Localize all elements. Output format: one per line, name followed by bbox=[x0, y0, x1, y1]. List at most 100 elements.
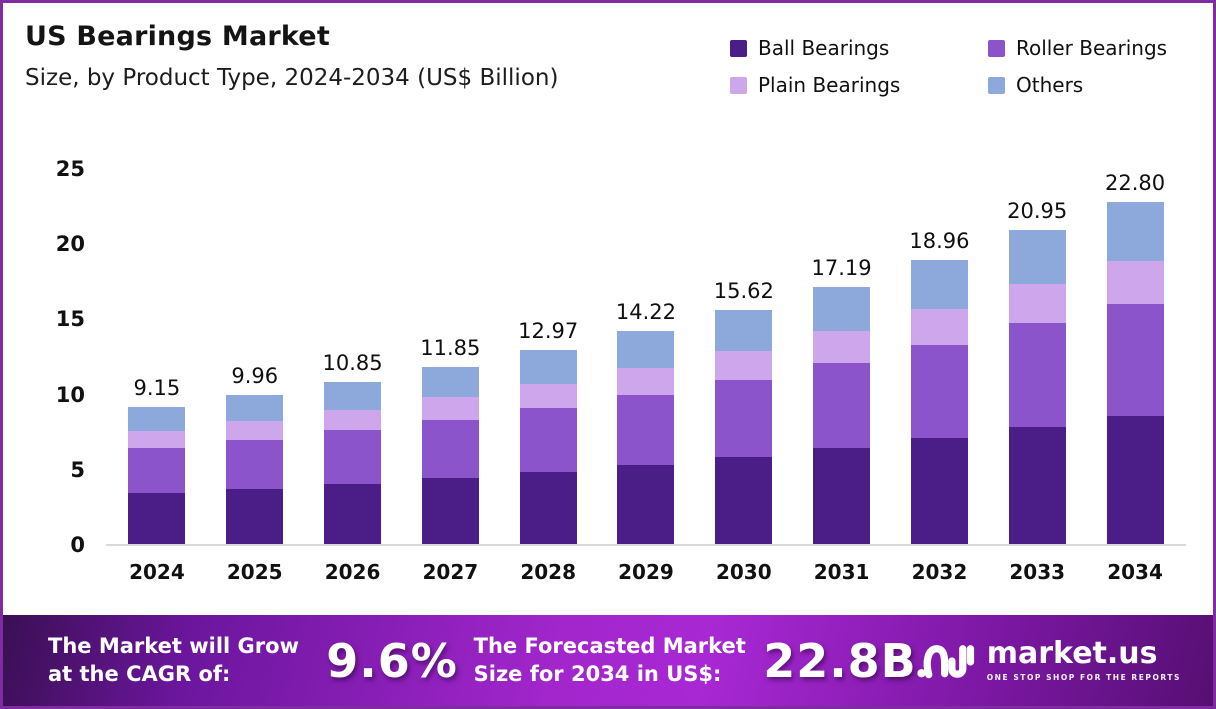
brand-name: market.us bbox=[986, 636, 1158, 671]
legend-label: Others bbox=[1016, 73, 1084, 97]
bar-total-label-2026: 10.85 bbox=[322, 350, 383, 375]
x-label-2033: 2033 bbox=[1009, 560, 1066, 584]
bar-segment-plain-bearings-2030 bbox=[715, 350, 773, 380]
bar-segment-roller-bearings-2025 bbox=[226, 439, 284, 489]
bar-segment-others-2025 bbox=[226, 395, 284, 421]
bar-segment-roller-bearings-2027 bbox=[421, 419, 479, 479]
brand-text: market.us ONE STOP SHOP FOR THE REPORTS bbox=[986, 636, 1181, 683]
bar-2034: 22.80 2034 bbox=[1104, 169, 1166, 584]
cagr-label: The Market will Grow at the CAGR of: bbox=[48, 633, 323, 688]
bar-segment-ball-bearings-2032 bbox=[910, 438, 968, 545]
bar-total-label-2034: 22.80 bbox=[1104, 171, 1166, 196]
bar-segment-ball-bearings-2030 bbox=[715, 456, 773, 545]
bar-segment-roller-bearings-2031 bbox=[813, 363, 871, 448]
bar-segment-others-2024 bbox=[128, 407, 186, 432]
bar-segment-ball-bearings-2024 bbox=[128, 493, 186, 545]
bar-segment-plain-bearings-2025 bbox=[226, 420, 284, 440]
forecast-value: 22.8B bbox=[763, 633, 917, 688]
bar-total-label-2029: 14.22 bbox=[615, 300, 677, 325]
bar-segment-others-2034 bbox=[1106, 202, 1164, 262]
bar-2033: 20.95 2033 bbox=[1007, 169, 1068, 584]
bar-segment-others-2028 bbox=[519, 349, 577, 384]
x-label-2031: 2031 bbox=[813, 560, 870, 584]
bar-segment-plain-bearings-2027 bbox=[421, 397, 479, 420]
legend: Ball Bearings Roller Bearings Plain Bearin… bbox=[730, 36, 1167, 97]
bar-segment-plain-bearings-2033 bbox=[1008, 284, 1066, 324]
bar-segment-roller-bearings-2032 bbox=[910, 344, 968, 439]
bar-2027: 11.85 2027 bbox=[420, 169, 481, 584]
bar-total-label-2032: 18.96 bbox=[909, 228, 970, 253]
cagr-value: 9.6% bbox=[326, 633, 458, 688]
bar-segment-plain-bearings-2024 bbox=[128, 431, 186, 449]
bar-segment-roller-bearings-2024 bbox=[128, 448, 186, 494]
bar-total-label-2025: 9.96 bbox=[231, 364, 279, 389]
forecast-label: The Forecasted Market Size for 2034 in U… bbox=[474, 633, 764, 688]
bar-segment-plain-bearings-2032 bbox=[910, 308, 968, 345]
y-tick-5: 5 bbox=[70, 457, 85, 482]
bar-segment-ball-bearings-2025 bbox=[226, 488, 284, 545]
x-label-2028: 2028 bbox=[520, 560, 576, 584]
bar-total-label-2024: 9.15 bbox=[133, 376, 181, 401]
legend-swatch bbox=[730, 39, 747, 57]
bar-groups: 9.15 2024 9.96 2025 10.85 2026 11.85 2027 12.97 2… bbox=[108, 169, 1184, 585]
bar-2028: 12.97 2028 bbox=[518, 169, 578, 584]
bar-segment-plain-bearings-2028 bbox=[519, 383, 577, 408]
bar-segment-ball-bearings-2027 bbox=[421, 478, 479, 545]
bar-segment-others-2026 bbox=[324, 381, 382, 410]
legend-item-others: Others bbox=[988, 73, 1167, 97]
footer-banner: The Market will Grow at the CAGR of: 9.6… bbox=[3, 615, 1213, 706]
x-label-2030: 2030 bbox=[715, 560, 772, 584]
legend-item-ball-bearings: Ball Bearings bbox=[730, 36, 988, 60]
bar-total-label-2030: 15.62 bbox=[713, 279, 774, 304]
bar-total-label-2031: 17.19 bbox=[811, 255, 872, 280]
x-label-2032: 2032 bbox=[911, 560, 968, 584]
bar-segment-ball-bearings-2026 bbox=[324, 483, 382, 545]
y-tick-10: 10 bbox=[55, 382, 85, 407]
bar-total-label-2027: 11.85 bbox=[420, 335, 481, 360]
y-tick-25: 25 bbox=[55, 157, 85, 181]
brand-logo: market.us ONE STOP SHOP FOR THE REPORTS bbox=[917, 639, 1189, 683]
bar-segment-plain-bearings-2034 bbox=[1106, 261, 1164, 304]
legend-swatch bbox=[988, 39, 1005, 57]
y-tick-15: 15 bbox=[55, 307, 85, 332]
bar-segment-others-2029 bbox=[617, 331, 675, 368]
bar-2025: 9.96 2025 bbox=[226, 169, 284, 584]
bar-segment-ball-bearings-2034 bbox=[1106, 416, 1164, 545]
bar-segment-others-2030 bbox=[715, 310, 773, 351]
bar-segment-ball-bearings-2033 bbox=[1008, 426, 1066, 545]
bar-total-label-2033: 20.95 bbox=[1007, 198, 1068, 223]
y-tick-20: 20 bbox=[55, 232, 85, 257]
page-subtitle: Size, by Product Type, 2024-2034 (US$ Bi… bbox=[25, 65, 559, 91]
x-label-2029: 2029 bbox=[618, 560, 674, 584]
bar-segment-ball-bearings-2029 bbox=[617, 464, 675, 545]
bar-2031: 17.19 2031 bbox=[811, 169, 872, 585]
page-title: US Bearings Market bbox=[25, 21, 330, 52]
forecast-label-line1: The Forecasted Market bbox=[473, 633, 746, 658]
legend-label: Ball Bearings bbox=[758, 36, 890, 60]
bar-segment-roller-bearings-2028 bbox=[519, 408, 577, 472]
bar-segment-others-2032 bbox=[910, 259, 968, 309]
bar-segment-others-2033 bbox=[1008, 229, 1066, 285]
y-axis: 0 5 10 15 20 25 bbox=[37, 157, 99, 557]
brand-tagline: ONE STOP SHOP FOR THE REPORTS bbox=[986, 673, 1181, 682]
bar-segment-plain-bearings-2026 bbox=[324, 409, 382, 431]
legend-item-roller-bearings: Roller Bearings bbox=[988, 36, 1167, 60]
bar-2029: 14.22 2029 bbox=[615, 169, 677, 584]
x-label-2024: 2024 bbox=[129, 560, 185, 584]
legend-item-plain-bearings: Plain Bearings bbox=[730, 73, 988, 97]
x-label-2027: 2027 bbox=[422, 560, 479, 584]
forecast-label-line2: Size for 2034 in US$: bbox=[473, 661, 722, 686]
bar-segment-roller-bearings-2033 bbox=[1008, 323, 1066, 427]
bar-2030: 15.62 2030 bbox=[713, 169, 774, 584]
bar-segment-ball-bearings-2028 bbox=[519, 471, 577, 545]
bar-2032: 18.96 2032 bbox=[909, 169, 970, 584]
legend-label: Roller Bearings bbox=[1016, 36, 1168, 60]
legend-label: Plain Bearings bbox=[758, 73, 901, 97]
x-label-2025: 2025 bbox=[226, 560, 283, 584]
bar-segment-plain-bearings-2031 bbox=[813, 330, 871, 364]
cagr-label-line2: at the CAGR of: bbox=[48, 661, 231, 686]
bar-segment-others-2027 bbox=[421, 366, 479, 398]
bar-segment-roller-bearings-2029 bbox=[617, 394, 675, 465]
chart-plot-area: 9.15 2024 9.96 2025 10.85 2026 11.85 2027 12.97 2… bbox=[106, 169, 1186, 585]
